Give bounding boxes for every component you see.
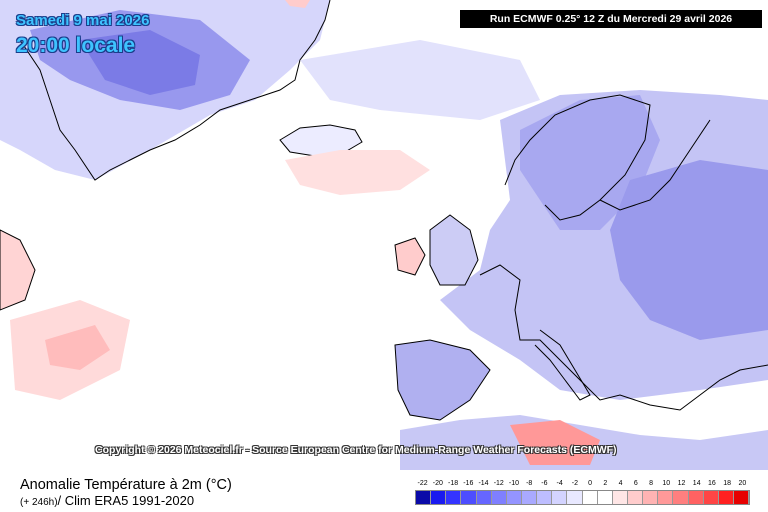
scale-swatch (537, 491, 553, 504)
scale-tick-label: 8 (649, 480, 653, 487)
atlantic-warm-anomaly-north (285, 150, 430, 195)
iberia-cold-anomaly (394, 339, 491, 421)
climatology-reference: / Clim ERA5 1991-2020 (57, 493, 195, 508)
map-canvas (0, 0, 768, 470)
greenland-core-cold (80, 30, 200, 95)
baltic-coastline (599, 119, 711, 211)
scale-swatch (476, 491, 492, 504)
scandinavia-coastline (504, 94, 651, 221)
scale-tick-label: 2 (603, 480, 608, 487)
scale-swatch (446, 491, 462, 504)
scale-tick-labels: -22 -20 -18 -16 -14 -12 -10 -8 -6 -4 -2 0 2 4 6 8 10 12 14… (415, 480, 750, 490)
model-run-info: Run ECMWF 0.25° 12 Z du Mercredi 29 avri… (460, 10, 762, 28)
scale-tick-label: -2 (571, 480, 578, 487)
scale-swatch (431, 491, 447, 504)
scale-tick-label: -22 (417, 480, 428, 487)
europe-coastline (479, 264, 768, 411)
scale-swatch (673, 491, 689, 504)
scale-swatch (552, 491, 568, 504)
map-subtitle: (+ 246h)/ Clim ERA5 1991-2020 (20, 493, 194, 508)
scale-tick-label: -4 (556, 480, 563, 487)
scale-tick-label: 14 (692, 480, 701, 487)
scale-swatch (627, 491, 644, 504)
scale-swatch (688, 491, 704, 504)
scale-swatch (597, 491, 613, 504)
scale-tick-label: 12 (677, 480, 686, 487)
labrador-region (0, 229, 36, 311)
color-scale-legend: -22 -20 -18 -16 -14 -12 -10 -8 -6 -4 -2 0 2 4 6 8 10 12 14… (415, 480, 750, 508)
scale-swatch (643, 491, 659, 504)
scale-swatch (718, 491, 734, 504)
scale-swatch (582, 491, 598, 504)
scale-tick-label: -18 (448, 480, 459, 487)
scale-swatch (703, 491, 719, 504)
scale-swatch (733, 491, 750, 504)
eastern-europe-cold-anomaly (610, 160, 768, 340)
scale-tick-label: 18 (723, 480, 732, 487)
scale-swatch (461, 491, 477, 504)
scale-tick-label: -16 (463, 480, 474, 487)
scale-swatch (658, 491, 674, 504)
british-isles (429, 214, 479, 286)
italy-coastline (534, 329, 591, 401)
ireland (394, 237, 426, 276)
scale-swatch (491, 491, 507, 504)
scale-swatch (521, 491, 538, 504)
scale-tick-label: -14 (478, 480, 489, 487)
scale-tick-label: 16 (708, 480, 716, 487)
scale-swatch (416, 491, 432, 504)
atlantic-warm-core-west (45, 325, 110, 370)
forecast-lead-time: (+ 246h) (20, 497, 58, 508)
scale-tick-label: -8 (526, 480, 533, 487)
north-africa-warm-anomaly (510, 420, 600, 465)
scale-tick-label: 4 (618, 480, 623, 487)
scale-swatch (506, 491, 522, 504)
scale-tick-label: -20 (432, 480, 443, 487)
scale-swatch (612, 491, 628, 504)
copyright-notice: Copyright © 2026 Meteociel.fr - Source E… (95, 444, 617, 456)
north-atlantic-cold-patch (300, 40, 540, 120)
temperature-anomaly-map (0, 0, 768, 470)
scale-swatch (567, 491, 583, 504)
scale-tick-label: -12 (493, 480, 504, 487)
scale-tick-label: -6 (541, 480, 548, 487)
scale-tick-label: 20 (738, 480, 747, 487)
arctic-warm-patch (285, 0, 310, 8)
map-title: Anomalie Température à 2m (°C) (20, 477, 232, 493)
forecast-date: Samedi 9 mai 2026 (16, 12, 150, 29)
forecast-time: 20:00 locale (16, 34, 136, 57)
scale-tick-label: 10 (662, 480, 671, 487)
scale-color-bar (415, 490, 750, 505)
iceland (279, 124, 363, 157)
scale-tick-label: -10 (508, 480, 520, 487)
scale-tick-label: 6 (633, 480, 638, 487)
scale-tick-label: 0 (588, 480, 593, 487)
